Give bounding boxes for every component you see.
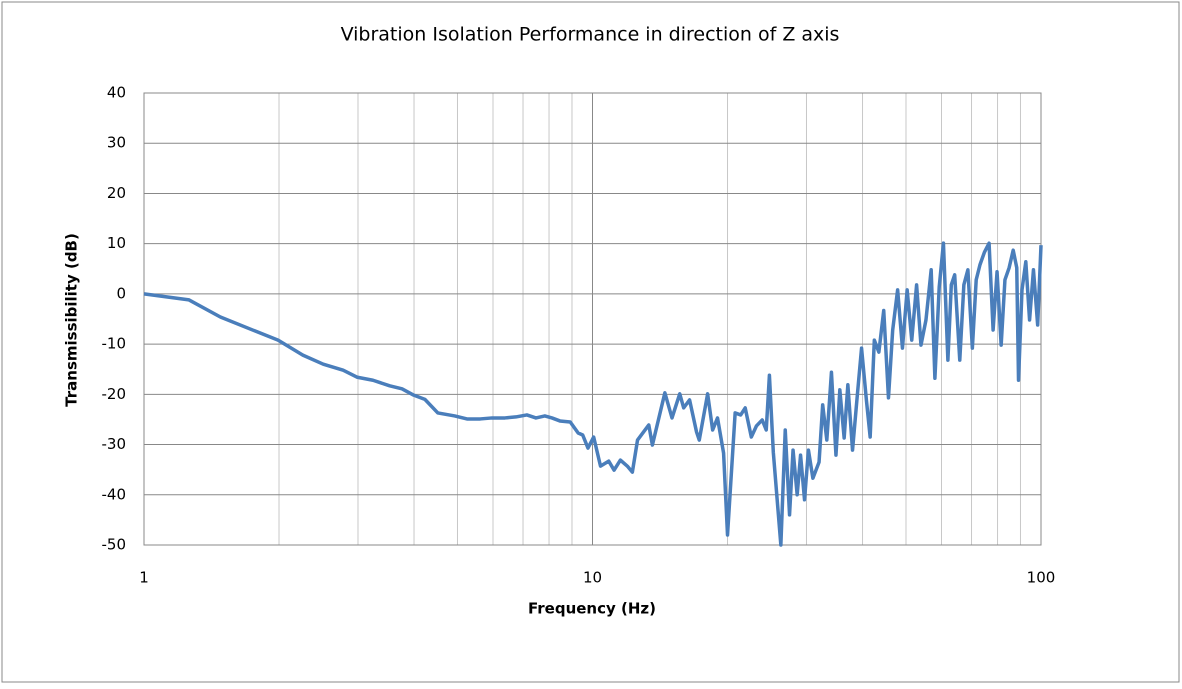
x-tick-label: 100 [1027,569,1056,587]
y-tick-label: -30 [102,435,127,453]
y-axis-label: Transmissibility (dB) [63,233,81,407]
x-axis-label: Frequency (Hz) [528,600,656,618]
y-tick-label: -50 [102,536,127,554]
chart-title: Vibration Isolation Performance in direc… [341,24,840,46]
y-tick-label: 0 [116,284,126,302]
x-tick-label: 1 [139,569,149,587]
y-tick-label: 40 [107,84,126,102]
y-tick-label: -20 [102,385,127,403]
y-tick-label: 10 [107,234,126,252]
y-tick-label: -40 [102,485,127,503]
y-tick-label: -10 [102,335,127,353]
data-line [143,241,1043,547]
y-tick-label: 30 [107,134,126,152]
x-tick-label: 10 [583,569,602,587]
y-tick-label: 20 [107,184,126,202]
